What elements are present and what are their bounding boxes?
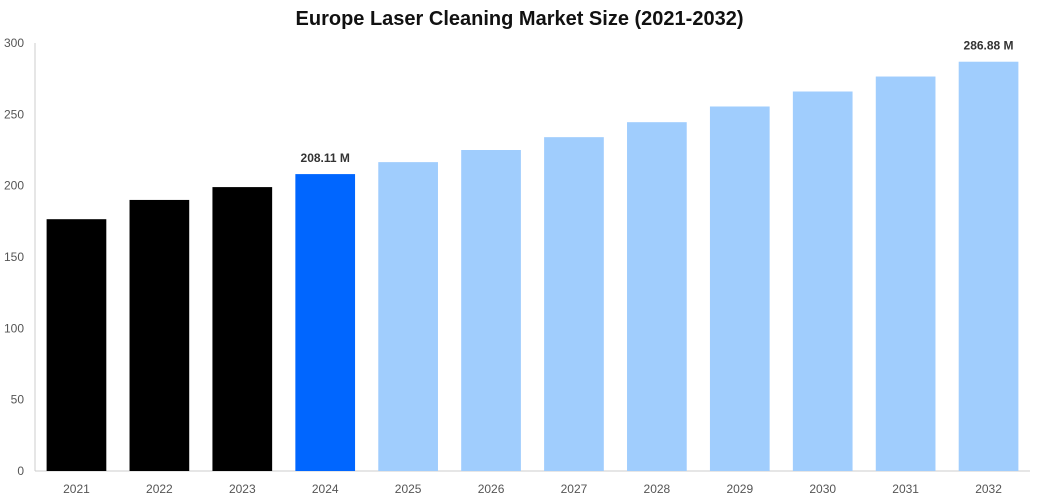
x-tick-label: 2026 bbox=[478, 482, 505, 496]
y-tick-label: 200 bbox=[4, 179, 24, 193]
x-tick-label: 2025 bbox=[395, 482, 422, 496]
chart-title: Europe Laser Cleaning Market Size (2021-… bbox=[295, 8, 744, 30]
bar-2030 bbox=[792, 91, 853, 472]
bar-2029 bbox=[709, 106, 770, 471]
bar-2027 bbox=[544, 137, 604, 471]
y-axis: 0 50 100 150 200 250 300 bbox=[4, 36, 36, 478]
bar-2026 bbox=[461, 150, 521, 471]
bar-2032 bbox=[958, 61, 1019, 471]
data-label-2024: 208.11 M bbox=[301, 151, 350, 165]
data-label-2032: 286.88 M bbox=[964, 39, 1014, 53]
x-tick-label: 2027 bbox=[561, 482, 588, 496]
x-tick-label: 2024 bbox=[312, 482, 339, 496]
y-tick-label: 50 bbox=[11, 393, 25, 407]
data-labels-group: 208.11 M 286.88 M bbox=[301, 39, 1014, 165]
bar-2025 bbox=[378, 162, 438, 472]
x-tick-label: 2032 bbox=[975, 482, 1002, 496]
bar-2024 bbox=[295, 174, 356, 471]
x-tick-label: 2031 bbox=[892, 482, 919, 496]
x-tick-label: 2022 bbox=[146, 482, 173, 496]
bar-2022 bbox=[129, 199, 190, 471]
bar-2023 bbox=[212, 187, 273, 472]
y-tick-label: 0 bbox=[17, 464, 24, 478]
bars-group bbox=[46, 61, 1019, 472]
bar-2028 bbox=[627, 122, 687, 472]
bar-2021 bbox=[46, 219, 107, 471]
x-axis: 2021 2022 2023 2024 2025 2026 2027 2028 2029 2030… bbox=[35, 470, 1030, 496]
y-tick-label: 300 bbox=[4, 36, 24, 50]
x-tick-label: 2021 bbox=[63, 482, 90, 496]
x-tick-label: 2023 bbox=[229, 482, 256, 496]
y-tick-label: 150 bbox=[4, 250, 24, 264]
x-tick-label: 2029 bbox=[726, 482, 753, 496]
x-tick-label: 2028 bbox=[644, 482, 671, 496]
y-tick-label: 250 bbox=[4, 107, 24, 121]
x-tick-label: 2030 bbox=[809, 482, 836, 496]
bar-2031 bbox=[875, 76, 936, 471]
y-tick-label: 100 bbox=[4, 321, 24, 335]
